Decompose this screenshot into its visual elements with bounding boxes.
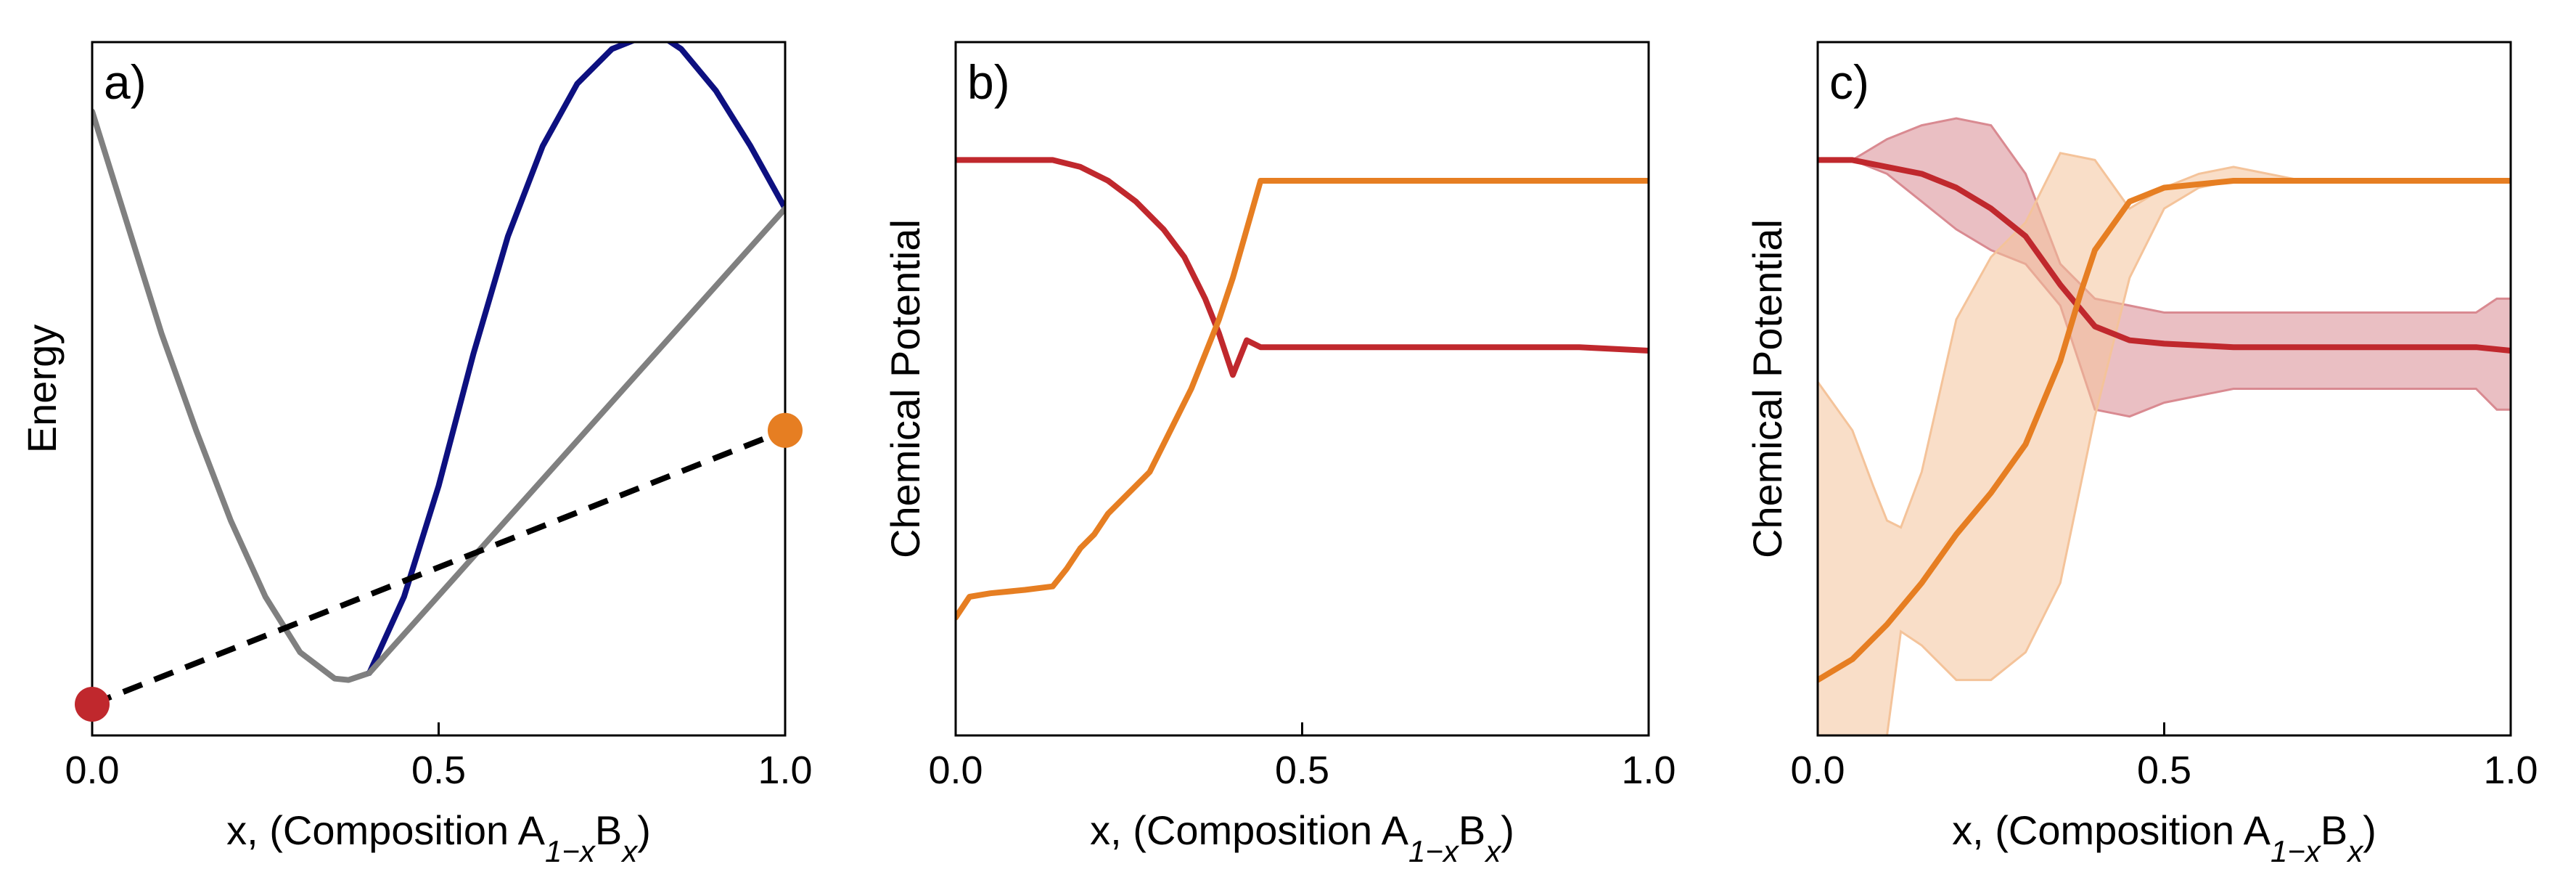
plot-area — [956, 157, 1649, 621]
x-tick-label: 0.0 — [65, 749, 119, 792]
x-tick-label: 0.5 — [411, 749, 466, 792]
panel-label: c) — [1829, 55, 1869, 109]
confidence-band-0 — [1818, 117, 2511, 418]
series-line-3 — [92, 428, 785, 707]
series-line-1 — [1818, 178, 2511, 683]
series-line-1 — [956, 178, 1649, 621]
endpoint-marker-0 — [75, 687, 110, 722]
panel-a: 0.0 0.5 1.0 x, (Composition A1−xBx) Energy a) — [19, 41, 813, 868]
y-axis-label: Chemical Potential — [1744, 219, 1790, 558]
plot-area — [1818, 117, 2511, 735]
series-line-0 — [1818, 157, 2511, 354]
x-axis-label: x, (Composition A1−xBx) — [1090, 807, 1514, 868]
x-tick-label: 0.0 — [928, 749, 983, 792]
panel-label: b) — [967, 55, 1010, 109]
x-tick-label: 1.0 — [2483, 749, 2538, 792]
x-axis-label: x, (Composition A1−xBx) — [226, 807, 651, 868]
x-tick-label: 1.0 — [758, 749, 812, 792]
plot-area — [92, 42, 785, 707]
panel-label: a) — [104, 55, 147, 109]
endpoint-marker-1 — [768, 412, 803, 448]
panel-b: 0.0 0.5 1.0 x, (Composition A1−xBx) Chemical… — [882, 41, 1676, 868]
x-tick-label: 0.0 — [1790, 749, 1845, 792]
x-tick-label: 0.5 — [1275, 749, 1329, 792]
x-tick-label: 0.5 — [2137, 749, 2191, 792]
series-line-0 — [92, 108, 372, 683]
plot-frame — [954, 41, 1650, 737]
series-line-1 — [366, 42, 785, 676]
y-axis-label: Chemical Potential — [882, 219, 928, 558]
panel-c: 0.0 0.5 1.0 x, (Composition A1−xBx) Chemical… — [1744, 41, 2538, 868]
plot-frame — [91, 41, 787, 737]
y-axis-label: Energy — [19, 325, 65, 453]
series-line-0 — [956, 157, 1649, 378]
confidence-band-1 — [1818, 152, 2511, 735]
x-tick-label: 1.0 — [1621, 749, 1675, 792]
x-axis-label: x, (Composition A1−xBx) — [1952, 807, 2376, 868]
series-line-2 — [366, 205, 785, 676]
